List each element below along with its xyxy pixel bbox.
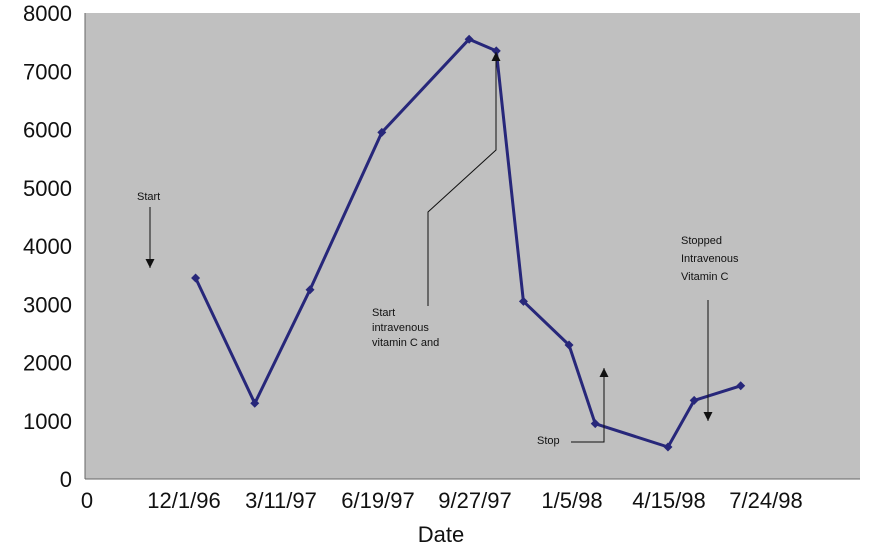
series-layer [191, 34, 746, 452]
data-point [464, 34, 474, 44]
data-point [305, 285, 315, 295]
annotation-line: Start [137, 191, 160, 203]
data-point [518, 296, 528, 306]
y-tick-label: 4000 [23, 234, 72, 259]
y-tick-label: 8000 [23, 1, 72, 26]
plot-area [85, 13, 860, 479]
annotation-start: Start [137, 191, 160, 268]
annotation-text: Stop [537, 435, 560, 447]
annotation-text: Start intravenous vitamin C and [372, 307, 439, 349]
annotation-line: Stopped [681, 235, 722, 247]
x-tick-label: 4/15/98 [632, 488, 705, 513]
arrowhead [599, 368, 609, 377]
data-point [377, 127, 387, 137]
y-tick-label: 7000 [23, 59, 72, 84]
annotation-line: Start [372, 307, 395, 319]
x-tick-label: 7/24/98 [729, 488, 802, 513]
x-tick-label: 3/11/97 [245, 488, 317, 513]
data-point [663, 442, 673, 452]
y-tick-label: 1000 [23, 409, 72, 434]
annotation-text: Stopped Intravenous Vitamin C [681, 235, 739, 283]
annotation-arrow [571, 368, 605, 443]
x-tick-labels: 0 12/1/96 3/11/97 6/19/97 9/27/97 1/5/98 4/15/… [81, 488, 803, 513]
annotation-line: Vitamin C [681, 271, 729, 283]
annotation-line: Stop [537, 435, 560, 447]
x-tick-label: 0 [81, 488, 93, 513]
annotation-line: intravenous [372, 322, 429, 334]
y-tick-label: 5000 [23, 176, 72, 201]
x-tick-label: 9/27/97 [438, 488, 511, 513]
series-line [194, 37, 742, 449]
y-tick-label: 0 [60, 467, 72, 492]
x-tick-label: 6/19/97 [341, 488, 414, 513]
annotation-start-ivc: Start intravenous vitamin C and [372, 52, 501, 349]
data-point [564, 340, 574, 350]
arrowhead [145, 259, 155, 268]
annotation-stop: Stop [537, 368, 609, 447]
y-tick-label: 2000 [23, 351, 72, 376]
data-point [689, 395, 699, 405]
data-point [590, 419, 600, 429]
annotation-line: Intravenous [681, 253, 739, 265]
x-tick-label: 12/1/96 [147, 488, 220, 513]
annotation-arrow [427, 52, 497, 306]
data-point [191, 273, 201, 283]
y-tick-labels: 0 1000 2000 3000 4000 5000 6000 7000 8000 [23, 1, 72, 492]
arrowhead [703, 412, 713, 421]
data-point [250, 398, 260, 408]
arrowhead [491, 52, 501, 61]
annotation-line: vitamin C and [372, 337, 439, 349]
y-tick-label: 3000 [23, 292, 72, 317]
data-point [736, 381, 746, 391]
annotation-stopped-ivc: Stopped Intravenous Vitamin C [681, 235, 739, 421]
y-tick-label: 6000 [23, 118, 72, 143]
x-tick-label: 1/5/98 [541, 488, 602, 513]
annotation-layer: Start Start intravenous vitamin C and Stop St… [137, 52, 739, 447]
data-point [491, 46, 501, 56]
annotation-text: Start [137, 191, 160, 203]
x-axis-title: Date [418, 522, 464, 547]
